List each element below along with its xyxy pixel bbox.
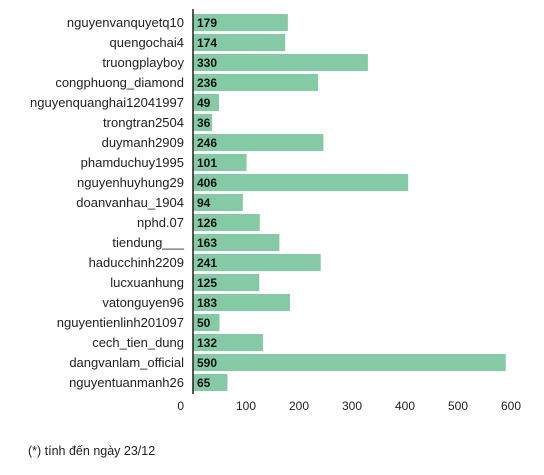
category-label: phamduchuy1995: [81, 155, 184, 170]
bar: [193, 174, 409, 191]
x-tick-label: 400: [395, 399, 415, 413]
category-label: truongplayboy: [102, 55, 184, 70]
x-tick-label: 300: [342, 399, 362, 413]
bar: [193, 214, 260, 231]
category-label: doanvanhau_1904: [76, 195, 184, 210]
x-tick-label: 500: [448, 399, 468, 413]
value-label: 101: [197, 156, 217, 170]
bar: [193, 254, 321, 271]
value-label: 65: [197, 376, 211, 390]
x-tick-label: 100: [236, 399, 256, 413]
category-label: cech_tien_dung: [92, 335, 184, 350]
bar: [193, 74, 319, 91]
value-label: 241: [197, 256, 217, 270]
bar: [193, 154, 247, 171]
value-label: 246: [197, 136, 217, 150]
value-label: 125: [197, 276, 217, 290]
value-label: 50: [197, 316, 211, 330]
category-label: dangvanlam_official: [69, 355, 184, 370]
category-label: lucxuanhung: [110, 275, 184, 290]
bar: [193, 34, 286, 51]
category-label: vatonguyen96: [102, 295, 184, 310]
bar: [193, 334, 263, 351]
bar: [193, 274, 260, 291]
footnote: (*) tính đến ngày 23/12: [28, 444, 156, 458]
value-label: 406: [197, 176, 217, 190]
bar: [193, 294, 290, 311]
x-tick-label: 0: [177, 399, 184, 413]
bar: [193, 94, 219, 111]
category-label: quengochai4: [110, 35, 184, 50]
category-label: nphd.07: [137, 215, 184, 230]
x-tick-label: 200: [289, 399, 309, 413]
category-label: nguyenquanghai12041997: [30, 95, 184, 110]
category-label: trongtran2504: [103, 115, 184, 130]
bar: [193, 234, 280, 251]
bar: [193, 354, 506, 371]
value-label: 132: [197, 336, 217, 350]
x-tick-label: 600: [501, 399, 521, 413]
category-label: haducchinh2209: [89, 255, 184, 270]
value-label: 236: [197, 76, 217, 90]
bar: [193, 114, 213, 131]
category-label: congphuong_diamond: [55, 75, 184, 90]
bars-layer: [193, 14, 506, 391]
value-labels: 179 174 330 236 49 36 246 101 406 94 126 163 241 125 1…: [197, 16, 217, 390]
bar: [193, 314, 220, 331]
category-label: nguyentuanmanh26: [69, 375, 184, 390]
bar: [193, 14, 288, 31]
value-label: 163: [197, 236, 217, 250]
bar-chart: nguyenvanquyetq10 quengochai4 truongplaybo…: [30, 9, 521, 413]
category-labels: nguyenvanquyetq10 quengochai4 truongplaybo…: [30, 15, 185, 390]
category-label: duymanh2909: [102, 135, 184, 150]
value-label: 590: [197, 356, 217, 370]
bar: [193, 54, 368, 71]
x-axis-ticks: 0 100 200 300 400 500 600: [177, 399, 521, 413]
value-label: 174: [197, 36, 217, 50]
category-label: nguyentienlinh201097: [57, 315, 184, 330]
value-label: 94: [197, 196, 211, 210]
value-label: 126: [197, 216, 217, 230]
bar: [193, 194, 243, 211]
category-label: nguyenhuyhung29: [77, 175, 184, 190]
category-label: tiendung___: [112, 235, 184, 250]
bar: [193, 134, 324, 151]
value-label: 36: [197, 116, 211, 130]
value-label: 49: [197, 96, 211, 110]
value-label: 183: [197, 296, 217, 310]
value-label: 330: [197, 56, 217, 70]
bar: [193, 374, 228, 391]
value-label: 179: [197, 16, 217, 30]
category-label: nguyenvanquyetq10: [67, 15, 184, 30]
